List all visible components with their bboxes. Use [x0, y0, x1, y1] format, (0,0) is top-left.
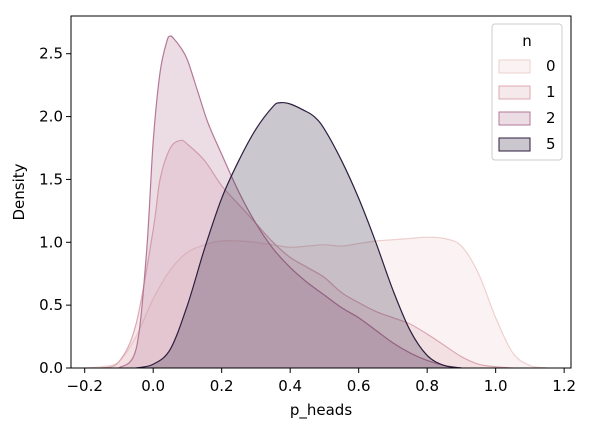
x-tick-label: 0.2: [210, 377, 234, 395]
plot-area: [84, 35, 548, 369]
legend-label-n-5: 5: [546, 135, 556, 153]
legend-label-n-1: 1: [546, 83, 556, 101]
x-tick-label: −0.2: [66, 377, 102, 395]
legend-label-n-0: 0: [546, 57, 556, 75]
density-line-n-0: [84, 236, 548, 369]
density-area-n-5: [136, 102, 462, 369]
density-line-n-1: [101, 139, 513, 369]
y-tick-label: 2.5: [39, 45, 63, 63]
x-tick-label: 0.0: [141, 377, 165, 395]
y-tick-label: 0.0: [39, 359, 63, 377]
x-axis-label: p_heads: [290, 401, 352, 420]
y-tick-label: 2.0: [39, 108, 63, 126]
density-line-n-2: [118, 35, 462, 369]
x-tick-label: 0.6: [347, 377, 371, 395]
legend-label-n-2: 2: [546, 109, 556, 127]
legend-swatch-n-0: [498, 59, 531, 74]
density-line-n-5: [135, 101, 462, 369]
x-tick-label: 0.8: [415, 377, 439, 395]
density-area-n-0: [84, 237, 548, 368]
y-axis: 0.0 0.5 1.0 1.5 2.0 2.5: [39, 45, 71, 377]
y-tick-label: 0.5: [39, 296, 63, 314]
legend-title: n: [522, 32, 532, 50]
legend-swatch-n-2: [498, 111, 531, 126]
legend-swatch-n-1: [498, 85, 531, 100]
legend: n 0 1 2 5: [491, 23, 563, 161]
x-tick-label: 1.2: [552, 377, 576, 395]
legend-swatch-n-5: [498, 137, 531, 152]
x-tick-label: 0.4: [278, 377, 302, 395]
legend-frame: [491, 23, 563, 161]
y-tick-label: 1.5: [39, 170, 63, 188]
density-area-n-1: [101, 140, 513, 368]
y-axis-label: Density: [10, 163, 28, 220]
density-area-n-2: [118, 36, 462, 369]
y-tick-label: 1.0: [39, 233, 63, 251]
x-tick-label: 1.0: [484, 377, 508, 395]
plot-frame: [70, 15, 572, 369]
x-axis: −0.2 0.0 0.2 0.4 0.6 0.8 1.0 1.2: [66, 368, 576, 395]
